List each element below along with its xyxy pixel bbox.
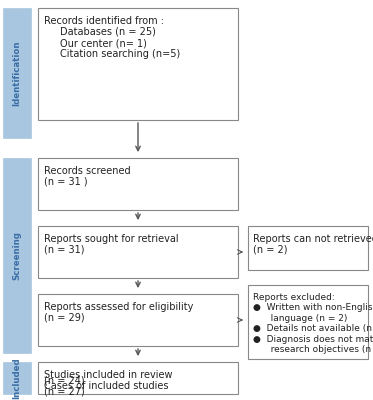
Bar [248,226,368,270]
Text: Citation searching (n=5): Citation searching (n=5) [60,49,180,59]
Text: (n = 27): (n = 27) [44,386,85,396]
Bar [38,362,238,394]
Text: Reports sought for retrieval: Reports sought for retrieval [44,234,179,244]
Text: ●  Diagnosis does not match: ● Diagnosis does not match [253,335,373,344]
Bar [38,158,238,210]
Bar [38,8,238,120]
Text: Included: Included [13,357,22,399]
Text: (n = 31 ): (n = 31 ) [44,177,88,187]
Text: language (n = 2): language (n = 2) [262,314,347,323]
Text: Reports can not retrieved: Reports can not retrieved [253,234,373,244]
Text: Records identified from :: Records identified from : [44,16,164,26]
Bar [38,226,238,278]
Text: Cases of included studies: Cases of included studies [44,381,169,391]
Text: ●  Details not available (n = 2): ● Details not available (n = 2) [253,324,373,334]
Text: (n = 29): (n = 29) [44,313,85,323]
Bar [248,285,368,359]
Text: ●  Written with non-English: ● Written with non-English [253,304,373,312]
Text: research objectives (n = 1): research objectives (n = 1) [262,346,373,354]
Text: Studies included in review: Studies included in review [44,370,172,380]
Text: Identification: Identification [13,40,22,106]
Text: Reports excluded:: Reports excluded: [253,293,335,302]
Bar [3,158,31,353]
Text: Screening: Screening [13,231,22,280]
Text: Reports assessed for eligibility: Reports assessed for eligibility [44,302,193,312]
Bar [3,8,31,138]
Text: (n = 31): (n = 31) [44,245,85,255]
Text: (n = 24): (n = 24) [44,376,85,386]
Text: (n = 2): (n = 2) [253,244,288,254]
Bar [3,362,31,394]
Text: Databases (n = 25): Databases (n = 25) [60,27,156,37]
Bar [38,294,238,346]
Text: Our center (n= 1): Our center (n= 1) [60,38,147,48]
Text: Records screened: Records screened [44,166,131,176]
